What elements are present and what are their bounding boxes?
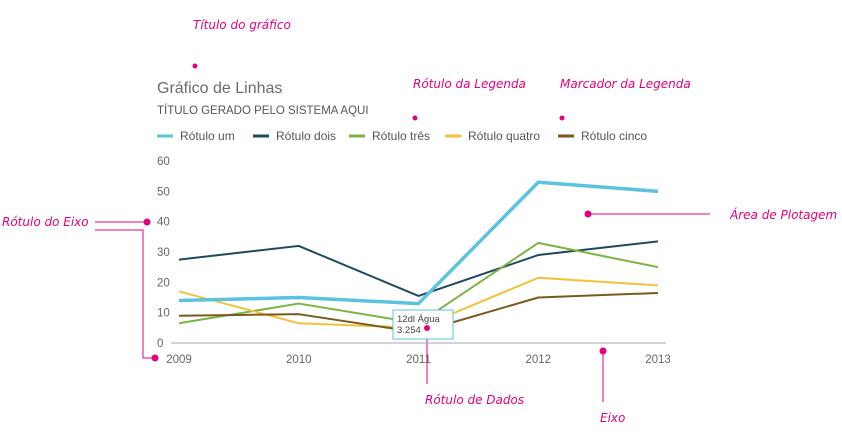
legend-item-2[interactable]: Rótulo dois — [253, 129, 336, 143]
legend-item-4[interactable]: Rótulo quatro — [445, 129, 540, 143]
y-tick-label: 40 — [157, 217, 170, 229]
legend-item-1[interactable]: Rótulo um — [157, 129, 235, 143]
tooltip-line-2: 3.254 — [397, 325, 421, 336]
legend-label: Rótulo cinco — [581, 129, 647, 143]
marker-dot-legend-marker — [560, 116, 565, 121]
annotation-chart-title: Título do gráfico — [193, 18, 291, 32]
data-label-tooltip: 12dl Água 3.254 — [393, 310, 453, 339]
annotation-axis-label: Rótulo do Eixo — [2, 215, 89, 229]
series-line-1 — [179, 182, 658, 303]
series-line-2 — [179, 241, 658, 296]
tooltip-line-1: 12dl Água — [397, 314, 441, 325]
x-tick-label: 2012 — [525, 354, 551, 366]
annotation-plot-area: Área de Plotagem — [729, 207, 837, 222]
x-tick-label: 2011 — [406, 354, 431, 366]
y-tick-label: 20 — [157, 277, 170, 289]
y-tick-label: 30 — [157, 247, 170, 259]
x-tick-label: 2009 — [166, 354, 192, 366]
x-tick-label: 2010 — [286, 354, 312, 366]
chart-title: Gráfico de Linhas — [157, 80, 282, 97]
chart-subtitle: TÍTULO GERADO PELO SISTEMA AQUI — [157, 104, 369, 117]
marker-dot-data-label — [424, 325, 430, 331]
annotation-legend-label: Rótulo da Legenda — [413, 77, 526, 91]
legend-item-5[interactable]: Rótulo cinco — [558, 129, 647, 143]
marker-dot-plot-area — [585, 211, 592, 218]
y-tick-label: 10 — [157, 308, 170, 320]
marker-dot-axis-label — [144, 219, 151, 226]
annotation-axis: Eixo — [600, 411, 625, 425]
y-tick-label: 60 — [157, 156, 170, 168]
legend-item-3[interactable]: Rótulo três — [349, 129, 430, 143]
marker-dot-axis — [600, 348, 607, 355]
y-tick-label: 0 — [157, 338, 163, 350]
legend-label: Rótulo dois — [276, 129, 336, 143]
annotation-legend-marker: Marcador da Legenda — [560, 77, 691, 91]
y-tick-label: 50 — [157, 186, 170, 198]
chart-legend[interactable]: Rótulo um Rótulo dois Rótulo três Rótulo qu… — [157, 129, 647, 143]
marker-dot-axis-origin — [152, 355, 159, 362]
y-axis-ticks: 0 10 20 30 40 50 60 — [157, 156, 170, 350]
x-tick-label: 2013 — [645, 354, 671, 366]
leader-axis-bracket — [95, 230, 155, 358]
marker-dot-legend-label — [413, 116, 418, 121]
annotation-data-label: Rótulo de Dados — [425, 393, 524, 407]
marker-dot-title — [193, 64, 198, 69]
legend-label: Rótulo um — [180, 129, 235, 143]
legend-label: Rótulo quatro — [468, 129, 540, 143]
x-axis-ticks: 2009 2010 2011 2012 2013 — [166, 354, 671, 366]
legend-label: Rótulo três — [372, 129, 430, 143]
